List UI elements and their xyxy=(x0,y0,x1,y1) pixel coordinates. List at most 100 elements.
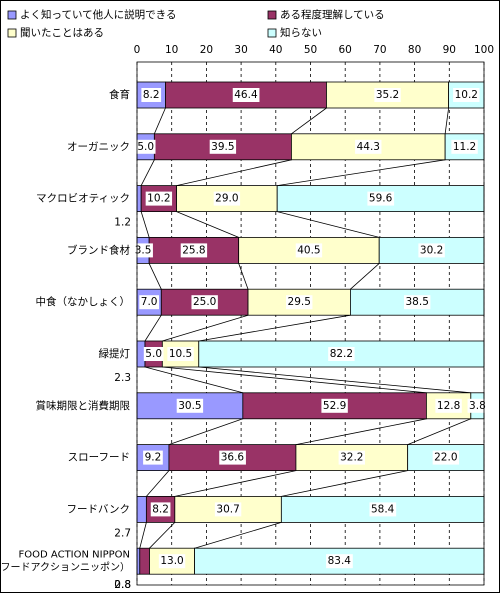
data-label: 82.2 xyxy=(330,348,353,360)
data-label-bg xyxy=(355,139,382,154)
data-label-bg xyxy=(209,139,237,154)
data-label: 5.0 xyxy=(137,141,154,153)
x-tick-label: 50 xyxy=(304,44,317,56)
data-label: 30.2 xyxy=(420,244,443,256)
connector-line xyxy=(198,314,351,342)
data-label: 29.5 xyxy=(288,296,311,308)
connector-line xyxy=(146,470,170,497)
x-tick-label: 20 xyxy=(200,44,213,56)
data-label: 2.7 xyxy=(114,527,131,539)
data-label: 58.4 xyxy=(371,503,395,515)
data-label: 36.6 xyxy=(221,452,245,464)
x-tick-label: 30 xyxy=(234,44,247,56)
data-label: 2.3 xyxy=(114,372,131,384)
y-tick-label: 食育 xyxy=(109,88,130,101)
data-label-bg xyxy=(135,139,156,154)
data-label-bg xyxy=(167,347,194,361)
x-tick-label: 60 xyxy=(339,44,352,56)
connector-line xyxy=(444,107,450,134)
labels: 食育 8.2 46.4 35.2 10.2 オーガニック 5.0 39.5 44.3 11.2 マク… xyxy=(0,88,488,591)
data-label-bg xyxy=(143,450,163,465)
data-label: 59.6 xyxy=(369,193,393,205)
legend-label: よく知っていて他人に説明できる xyxy=(20,8,176,21)
connector-line xyxy=(277,159,446,186)
data-label: 25.0 xyxy=(193,296,216,308)
data-label: 13.0 xyxy=(160,555,183,567)
data-label: 12.8 xyxy=(437,400,460,412)
connector-line xyxy=(162,314,249,342)
legend-label: ある程度理解している xyxy=(280,8,385,21)
data-label-bg xyxy=(369,502,397,517)
data-label: 29.0 xyxy=(215,193,238,205)
connector-line xyxy=(350,263,380,290)
y-tick-label: 賞味期限と消費期限 xyxy=(36,399,131,412)
connector-line xyxy=(148,263,162,290)
connectors xyxy=(139,107,471,549)
connector-line xyxy=(140,159,155,186)
y-tick-label: フードバンク xyxy=(66,503,130,515)
data-label-bg xyxy=(176,398,204,413)
data-label-bg xyxy=(435,398,462,413)
data-label: 2.8 xyxy=(114,579,131,591)
y-tick-label: オーガニック xyxy=(67,141,130,153)
data-label-bg xyxy=(453,88,480,102)
data-label: 3.8 xyxy=(469,400,486,412)
y-tick-label: ブランド食材 xyxy=(67,243,130,256)
connector-line xyxy=(144,314,162,342)
data-label: 8.2 xyxy=(152,503,169,515)
bar xyxy=(136,340,146,368)
legend-swatch xyxy=(7,10,17,20)
legend-label: 聞いたことはある xyxy=(20,27,104,39)
bar xyxy=(136,495,147,523)
x-tick-label: 0 xyxy=(134,44,141,56)
data-label-bg xyxy=(158,554,186,569)
data-label: 38.5 xyxy=(406,296,429,308)
data-label-bg xyxy=(418,243,445,258)
data-label: 1.2 xyxy=(114,217,131,229)
data-label: 10.2 xyxy=(147,193,170,205)
connector-line xyxy=(149,522,176,549)
data-label-bg xyxy=(143,347,164,361)
connector-line xyxy=(198,366,471,394)
data-label-bg xyxy=(321,398,348,413)
x-tick-label: 70 xyxy=(373,44,386,56)
data-label-bg xyxy=(286,295,313,310)
y-tick-label: 中食（なかしょく） xyxy=(36,295,131,308)
data-label: 30.7 xyxy=(216,503,239,515)
data-label-bg xyxy=(367,191,395,206)
data-label-bg xyxy=(338,450,365,465)
data-label-bg xyxy=(214,502,242,517)
data-label-bg xyxy=(145,191,173,206)
data-label-bg xyxy=(232,88,260,102)
y-tick-label: 緑提灯 xyxy=(99,347,131,360)
data-label-bg xyxy=(328,347,355,361)
data-label: 0.8 xyxy=(114,579,131,591)
connector-line xyxy=(174,470,297,497)
data-label: 40.5 xyxy=(297,244,320,256)
x-tick-label: 100 xyxy=(474,44,494,56)
connector-line xyxy=(139,522,147,549)
plot-border xyxy=(136,61,485,586)
connector-line xyxy=(153,107,166,134)
connector-line xyxy=(291,107,327,135)
data-label-bg xyxy=(191,295,218,310)
connector-line xyxy=(277,211,380,238)
connector-line xyxy=(238,263,249,290)
data-label: 9.2 xyxy=(145,452,162,464)
data-label: 52.9 xyxy=(323,400,346,412)
y-tick-label: FOOD ACTION NIPPON xyxy=(19,550,130,561)
data-label: 83.4 xyxy=(328,555,352,567)
data-label-bg xyxy=(219,450,246,465)
y-tick-label: スローフード xyxy=(68,452,130,464)
y-tick-label: マクロビオティック xyxy=(36,193,130,205)
connector-line xyxy=(176,159,292,186)
legend-swatch xyxy=(7,28,17,38)
bar xyxy=(139,547,150,575)
data-label: 44.3 xyxy=(357,141,380,153)
x-tick-label: 80 xyxy=(408,44,421,56)
connector-line xyxy=(194,522,282,549)
connector-line xyxy=(140,211,150,238)
data-label: 39.5 xyxy=(211,141,234,153)
data-label-bg xyxy=(374,88,401,102)
